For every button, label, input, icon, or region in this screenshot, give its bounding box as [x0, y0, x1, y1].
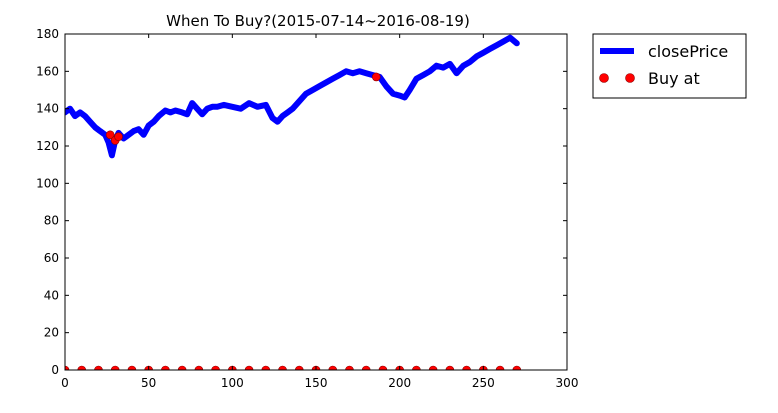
series-line-closeprice	[65, 34, 520, 159]
y-tick-label: 40	[44, 288, 59, 302]
buy-point	[361, 365, 371, 370]
legend-label-closeprice: closePrice	[648, 42, 728, 61]
legend: closePrice Buy at	[592, 33, 747, 99]
x-tick-label: 150	[305, 376, 328, 390]
buy-point	[105, 130, 115, 140]
y-tick-label: 140	[36, 102, 59, 116]
y-tick-label: 60	[44, 251, 59, 265]
chart-title: When To Buy?(2015-07-14~2016-08-19)	[166, 12, 470, 30]
buy-point	[412, 365, 421, 370]
buy-point	[512, 365, 522, 370]
buy-point	[261, 365, 271, 370]
y-tick-label: 180	[36, 27, 59, 41]
y-tick-label: 120	[36, 139, 59, 153]
buy-point	[110, 365, 120, 370]
buy-point	[65, 365, 70, 370]
y-tick-label: 160	[36, 64, 59, 78]
x-tick-label: 250	[472, 376, 495, 390]
legend-marker-swatch-2	[625, 73, 635, 83]
x-tick-label: 100	[221, 376, 244, 390]
buy-point	[127, 365, 137, 370]
y-axis: 0 20 40 60 80 100 120 140 160 180	[36, 27, 567, 377]
x-tick-label: 50	[141, 376, 156, 390]
x-tick-label: 0	[61, 376, 69, 390]
buy-point	[428, 365, 438, 370]
buy-point	[371, 72, 381, 82]
buy-point	[244, 365, 254, 370]
buy-point	[161, 365, 170, 370]
x-tick-label: 200	[388, 376, 411, 390]
buy-point	[345, 365, 354, 370]
plot-area: 0 50 100 150 200 250 300 0 20 40 60 80 100 120 140 160…	[36, 27, 578, 390]
buy-point	[495, 365, 505, 370]
buy-point	[462, 365, 471, 370]
legend-box	[592, 33, 747, 99]
x-tick-label: 300	[556, 376, 579, 390]
buy-point	[294, 365, 304, 370]
y-tick-label: 20	[44, 326, 59, 340]
buy-point	[378, 365, 388, 370]
buy-point	[77, 365, 87, 370]
buy-point	[211, 365, 220, 370]
buy-point	[278, 365, 287, 370]
buy-point	[445, 365, 455, 370]
y-tick-label: 0	[51, 363, 59, 377]
buy-point	[194, 365, 204, 370]
legend-label-buy-at: Buy at	[648, 69, 700, 88]
buy-point	[114, 132, 123, 141]
x-axis: 0 50 100 150 200 250 300	[61, 34, 578, 390]
y-tick-label: 100	[36, 176, 59, 190]
buy-point	[328, 365, 338, 370]
plot-frame	[64, 33, 568, 371]
legend-marker-swatch-1	[599, 73, 609, 83]
buy-point	[94, 365, 103, 370]
buy-point	[177, 365, 187, 370]
y-tick-label: 80	[44, 214, 59, 228]
